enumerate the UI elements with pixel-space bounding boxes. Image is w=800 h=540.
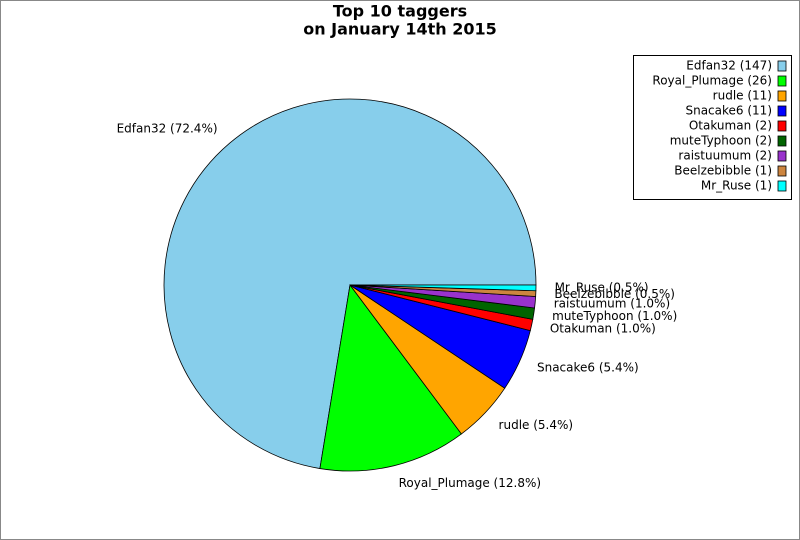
- legend-label: Beelzebibble (1): [674, 164, 772, 178]
- legend-swatch: [777, 135, 787, 147]
- legend-label: raistuumum (2): [678, 149, 772, 163]
- legend-box: [633, 55, 792, 200]
- legend-label: rudle (11): [713, 89, 772, 103]
- legend-swatch: [777, 60, 787, 72]
- chart-title: on January 14th 2015: [303, 20, 497, 39]
- slice-label: Mr_Ruse (0.5%): [555, 281, 649, 295]
- legend-swatch: [777, 105, 787, 117]
- legend-swatch: [777, 90, 787, 102]
- slice-label: muteTyphoon (1.0%): [552, 309, 677, 323]
- pie-slice: [319, 284, 462, 472]
- pie-slice: [163, 98, 537, 470]
- legend-label: muteTyphoon (2): [670, 134, 772, 148]
- legend-label: Otakuman (2): [689, 119, 772, 133]
- slice-label: Edfan32 (72.4%): [117, 122, 218, 136]
- legend-swatch: [777, 165, 787, 177]
- chart-title: Top 10 taggers: [333, 2, 467, 21]
- slice-label: Royal_Plumage (12.8%): [399, 476, 541, 490]
- slice-label: rudle (5.4%): [499, 418, 574, 432]
- slice-label: Snacake6 (5.4%): [537, 361, 639, 375]
- slice-label: Beelzebibble (0.5%): [554, 287, 675, 301]
- legend-label: Snacake6 (11): [685, 104, 772, 118]
- legend-label: Mr_Ruse (1): [701, 179, 772, 193]
- legend-label: Royal_Plumage (26): [652, 74, 772, 88]
- legend-swatch: [777, 150, 787, 162]
- slice-label: raistuumum (1.0%): [554, 296, 670, 310]
- slice-label: Otakuman (1.0%): [550, 321, 656, 335]
- legend-swatch: [777, 120, 787, 132]
- legend-swatch: [777, 75, 787, 87]
- pie-slice: [349, 284, 537, 292]
- legend-swatch: [777, 180, 787, 192]
- legend-label: Edfan32 (147): [686, 59, 772, 73]
